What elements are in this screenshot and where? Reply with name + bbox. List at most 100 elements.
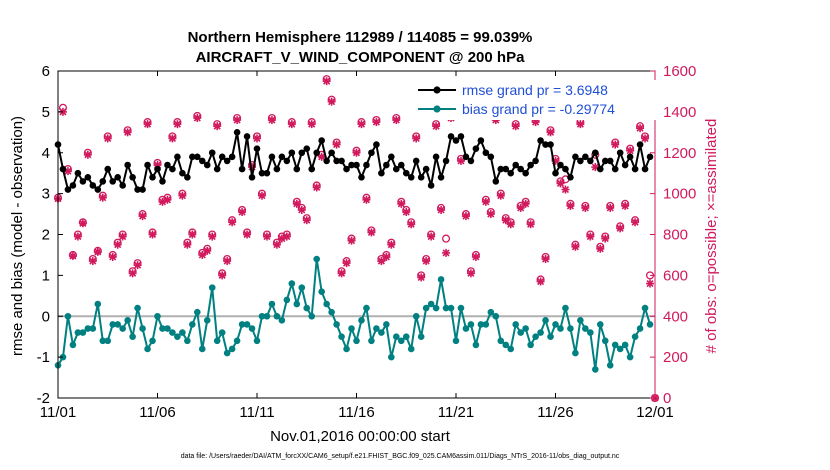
- bias-point: [139, 325, 146, 332]
- rmse-point: [129, 173, 136, 181]
- bias-point: [547, 333, 554, 340]
- rmse-point: [94, 186, 102, 193]
- chart-title-line2: AIRCRAFT_V_WIND_COMPONENT @ 200 hPa: [196, 49, 526, 66]
- left-y-tick-label: 4: [42, 145, 50, 162]
- rmse-point: [243, 133, 251, 140]
- rmse-point: [388, 153, 395, 161]
- bias-point: [402, 333, 410, 340]
- obs-assimilated-point: [183, 240, 192, 249]
- rmse-point: [134, 186, 141, 193]
- rmse-point: [233, 129, 241, 136]
- obs-assimilated-point: [496, 191, 505, 200]
- bias-point: [164, 325, 171, 332]
- bias-point: [442, 304, 450, 312]
- bias-point: [159, 325, 166, 332]
- bias-point: [427, 300, 435, 308]
- x-tick-label: 11/26: [537, 404, 573, 421]
- bias-point: [203, 317, 211, 324]
- legend-bias-marker: [433, 105, 441, 113]
- rmse-point: [646, 153, 654, 161]
- right-y-tick-label: 600: [663, 267, 688, 284]
- data-file-footnote: data file: /Users/raeder/DAI/ATM_forcXX/…: [181, 453, 620, 460]
- rmse-point: [601, 157, 609, 165]
- obs-assimilated-point: [352, 148, 361, 157]
- bias-point: [492, 312, 500, 320]
- bias-point: [273, 312, 281, 320]
- bias-point: [358, 317, 365, 324]
- bias-point: [626, 353, 634, 361]
- bias-point: [542, 317, 549, 324]
- rmse-point: [562, 165, 569, 173]
- rmse-point: [223, 157, 231, 165]
- obs-assimilated-point: [113, 240, 122, 249]
- bias-point: [313, 255, 321, 263]
- legend-rmse-marker: [433, 86, 441, 94]
- obs-assimilated-point: [402, 208, 411, 217]
- obs-assimilated-point: [262, 232, 271, 241]
- legend-rmse-label: rmse grand pr = 3.6948: [462, 82, 608, 98]
- bias-point: [512, 321, 519, 328]
- rmse-point: [477, 137, 485, 144]
- bias-point: [447, 304, 455, 312]
- obs-assimilated-point: [228, 218, 237, 227]
- obs-assimilated-point: [566, 201, 575, 210]
- bias-point: [363, 304, 370, 312]
- bias-point: [641, 304, 649, 312]
- bias-point: [636, 325, 644, 332]
- rmse-point: [467, 157, 475, 165]
- rmse-point: [527, 161, 534, 169]
- bias-point: [532, 333, 539, 340]
- rmse-point: [502, 165, 510, 173]
- bias-point: [288, 280, 296, 287]
- obs-assimilated-point: [456, 156, 465, 165]
- rmse-point: [577, 157, 584, 165]
- right-y-tick-label: 1200: [663, 145, 696, 162]
- bias-point: [437, 276, 445, 283]
- obs-assimilated-point: [332, 140, 341, 149]
- obs-assimilated-point: [397, 199, 406, 208]
- obs-assimilated-point: [546, 128, 555, 137]
- bias-point: [74, 329, 82, 336]
- bias-point: [348, 325, 355, 332]
- obs-assimilated-point: [163, 195, 172, 204]
- obs-assimilated-point: [322, 77, 331, 86]
- rmse-point: [422, 165, 430, 173]
- obs-assimilated-point: [178, 191, 187, 200]
- bias-point: [631, 333, 639, 340]
- bias-point: [94, 300, 102, 308]
- bias-point: [507, 345, 515, 353]
- obs-assimilated-point: [287, 120, 296, 129]
- rmse-point: [338, 157, 345, 165]
- obs-assimilated-point: [442, 248, 451, 257]
- rmse-point: [552, 169, 559, 177]
- bias-point: [601, 337, 609, 345]
- obs-assimilated-point: [103, 134, 112, 143]
- obs-assimilated-point: [387, 240, 396, 249]
- rmse-point: [114, 173, 121, 181]
- rmse-point: [248, 173, 256, 181]
- bias-point: [393, 333, 400, 340]
- bias-point: [293, 300, 301, 308]
- x-tick-label: 11/11: [239, 404, 274, 421]
- obs-assimilated-point: [148, 230, 157, 239]
- right-y-tick-label: 1400: [663, 104, 696, 121]
- rmse-point: [298, 149, 306, 157]
- rmse-point: [611, 165, 619, 173]
- bias-point: [557, 325, 564, 332]
- left-y-tick-label: 1: [42, 267, 50, 284]
- right-y-axis-label: # of obs: o=possible; ×=assimilated: [703, 119, 720, 354]
- rmse-point: [358, 173, 365, 181]
- bias-point: [174, 333, 181, 340]
- bias-point: [149, 337, 156, 345]
- x-tick-label: 11/16: [338, 404, 374, 421]
- left-y-tick-label: -2: [37, 390, 50, 407]
- obs-assimilated-point: [73, 232, 82, 241]
- rmse-point: [198, 157, 206, 165]
- obs-assimilated-point: [233, 116, 242, 125]
- obs-assimilated-point: [173, 120, 182, 129]
- bias-point: [114, 321, 121, 328]
- bias-point: [64, 312, 72, 320]
- rmse-point: [84, 173, 92, 181]
- rmse-point: [512, 161, 519, 169]
- bias-point: [243, 321, 251, 328]
